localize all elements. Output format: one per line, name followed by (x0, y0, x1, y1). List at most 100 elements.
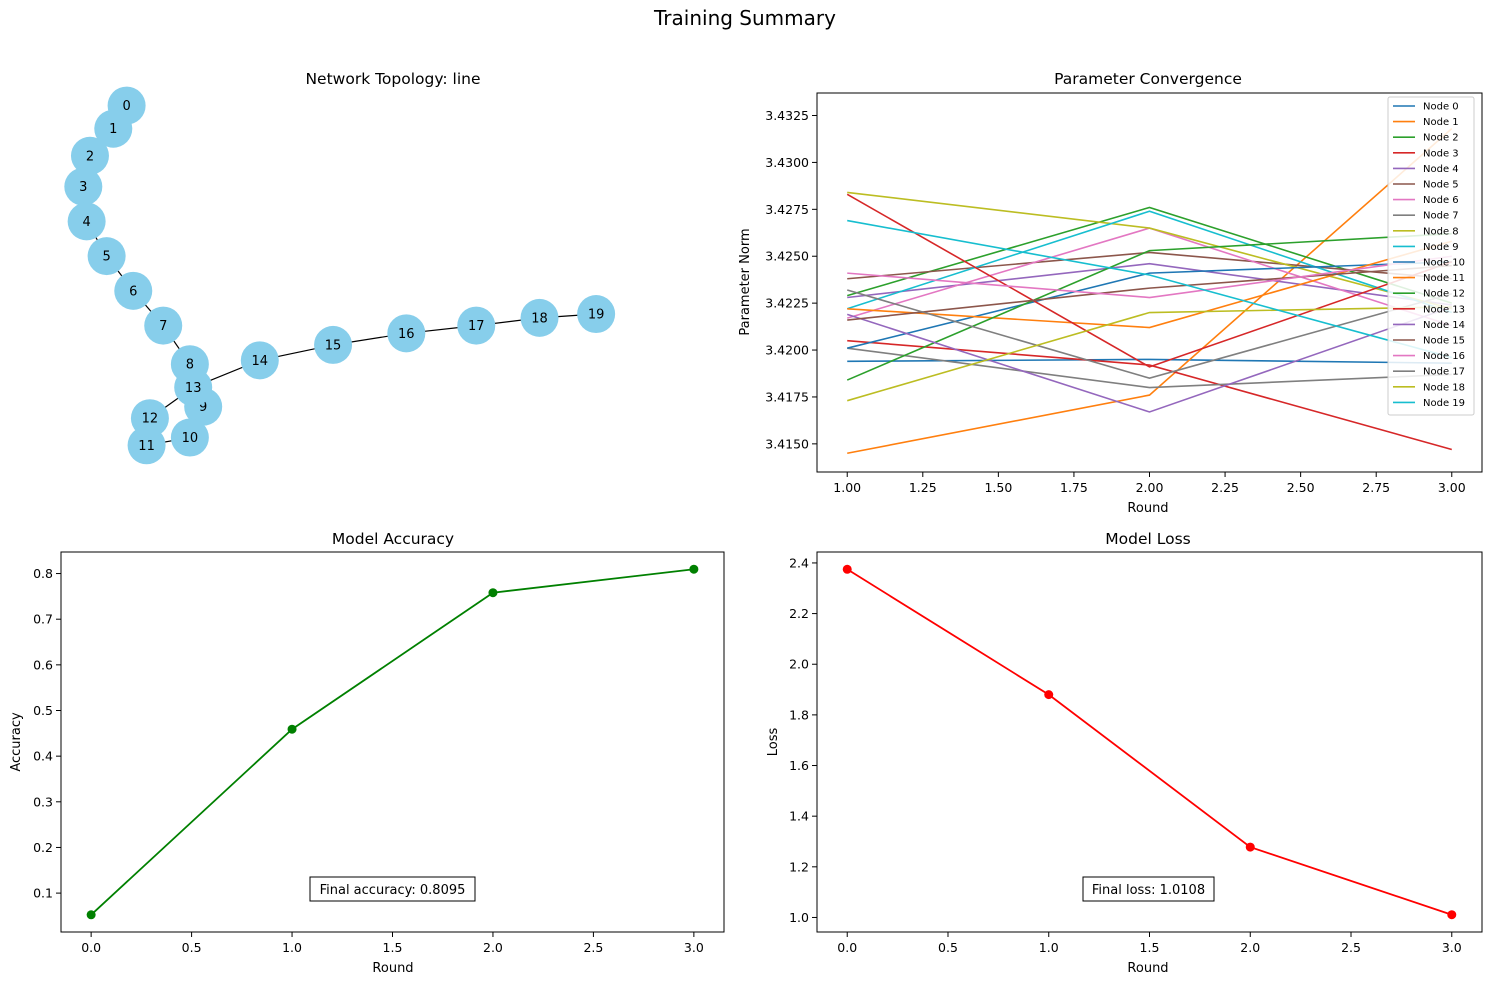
plot-frame (60, 551, 725, 933)
topology-node-label: 15 (325, 338, 342, 353)
legend-label: Node 1 (1423, 117, 1459, 128)
y-tick-label: 2.4 (789, 555, 809, 570)
annotation-text: Final accuracy: 0.8095 (320, 883, 466, 898)
legend-label: Node 18 (1423, 382, 1465, 393)
legend-box (1387, 96, 1475, 416)
x-tick-label: 2.0 (483, 940, 503, 955)
data-point (287, 724, 297, 734)
x-tick-label: 3.0 (684, 940, 704, 955)
topology-node-label: 5 (102, 250, 110, 265)
loss-ylabel: Loss (766, 728, 781, 757)
y-tick-label: 0.2 (33, 840, 53, 855)
data-point (1245, 842, 1255, 852)
x-tick-label: 1.0 (1039, 940, 1059, 955)
params-title: Parameter Convergence (1054, 70, 1242, 88)
x-tick-label: 1.50 (984, 480, 1012, 495)
series-line-node-3 (847, 339, 1452, 451)
loss-title: Model Loss (1105, 530, 1190, 548)
legend-label: Node 11 (1423, 273, 1465, 284)
series-line-node-17 (847, 289, 1452, 380)
topology-node (457, 306, 496, 345)
topology-node-label: 14 (252, 354, 269, 369)
data-point (689, 564, 699, 574)
y-tick-label: 3.4200 (765, 343, 809, 358)
x-tick-label: 2.50 (1287, 480, 1315, 495)
legend-label: Node 5 (1423, 180, 1459, 191)
series-line-node-2 (847, 206, 1453, 304)
series-line-node-12 (846, 232, 1452, 381)
series-line-node-9 (846, 210, 1453, 314)
x-tick-label: 1.00 (833, 480, 861, 495)
y-tick-label: 3.4250 (765, 249, 809, 264)
data-point (1044, 690, 1054, 700)
loss-xlabel: Round (1127, 961, 1168, 976)
topology-node-label: 4 (82, 215, 90, 230)
legend-label: Node 16 (1423, 351, 1465, 362)
parameter-convergence-panel: Parameter Convergence Round Parameter No… (738, 70, 1483, 516)
y-tick-label: 0.4 (33, 749, 53, 764)
annotation-box: Final loss: 1.0108 (1082, 876, 1215, 902)
x-tick-label: 1.5 (383, 940, 403, 955)
x-tick-label: 1.25 (909, 480, 937, 495)
topology-node-label: 16 (398, 327, 415, 342)
series-line-node-14 (846, 306, 1453, 413)
topology-node (577, 295, 616, 334)
topology-node-label: 13 (185, 381, 202, 396)
model-accuracy-panel: Model Accuracy Round Accuracy 0.0 0.5 1.0 1… (9, 530, 725, 976)
series-line-node-4 (847, 262, 1452, 306)
params-xlabel: Round (1127, 501, 1168, 516)
y-tick-label: 1.0 (789, 910, 809, 925)
network-topology-panel: Network Topology: line 01234567891011121… (64, 70, 616, 465)
x-tick-label: 2.75 (1362, 480, 1390, 495)
legend-label: Node 6 (1423, 195, 1459, 206)
legend-label: Node 9 (1423, 242, 1459, 253)
legend: Node 0 Node 1 Node 2 Node 3 Node 4 Node 5 Node… (1387, 96, 1475, 416)
y-tick-label: 0.8 (33, 566, 53, 581)
y-tick-label: 1.4 (789, 809, 809, 824)
series-line-node-1 (847, 128, 1453, 455)
topology-node-label: 19 (588, 308, 605, 323)
legend-label: Node 4 (1423, 164, 1459, 175)
topology-edges (82, 105, 597, 446)
legend-label: Node 14 (1423, 320, 1465, 331)
data-point (1447, 910, 1457, 920)
figure-title: Training Summary (653, 6, 836, 30)
topology-node-label: 7 (159, 319, 167, 334)
topology-node (314, 325, 353, 364)
y-tick-label: 1.6 (789, 758, 809, 773)
x-tick-label: 3.00 (1438, 480, 1466, 495)
topology-node (67, 202, 106, 241)
topology-node-label: 12 (142, 412, 159, 427)
series-line-node-7 (847, 347, 1452, 389)
topology-node-label: 18 (531, 311, 548, 326)
plot-frame (816, 551, 1483, 933)
y-tick-label: 2.2 (789, 606, 809, 621)
series-line (90, 568, 694, 916)
topology-node-label: 17 (468, 319, 485, 334)
x-tick-label: 1.75 (1060, 480, 1088, 495)
annotation-frame (309, 876, 476, 902)
y-tick-label: 3.4150 (765, 436, 809, 451)
topology-node (174, 368, 213, 407)
topology-title: Network Topology: line (305, 70, 480, 88)
topology-node-label: 10 (182, 431, 199, 446)
accuracy-title: Model Accuracy (332, 530, 454, 548)
topology-node (520, 298, 559, 337)
y-tick-label: 3.4275 (765, 202, 809, 217)
y-tick-label: 1.8 (789, 707, 809, 722)
x-tick-label: 2.5 (583, 940, 603, 955)
topology-node-label: 6 (129, 284, 137, 299)
y-tick-label: 0.3 (33, 794, 53, 809)
annotation-text: Final loss: 1.0108 (1092, 883, 1205, 898)
x-tick-label: 1.5 (1140, 940, 1160, 955)
topology-node (170, 418, 209, 457)
topology-node-label: 9 (199, 400, 207, 415)
accuracy-xlabel: Round (372, 961, 413, 976)
annotation-frame (1082, 876, 1215, 902)
topology-node-label: 1 (109, 122, 117, 137)
legend-label: Node 7 (1423, 211, 1459, 222)
y-tick-label: 1.2 (789, 859, 809, 874)
data-point (86, 910, 96, 920)
y-tick-label: 0.7 (33, 612, 53, 627)
